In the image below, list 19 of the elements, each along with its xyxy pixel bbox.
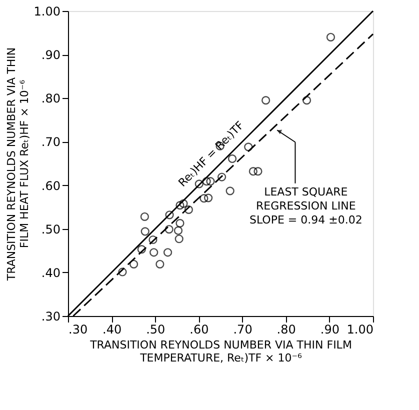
y-tick-label: .60 xyxy=(41,178,60,193)
y-tick-label: 1.00 xyxy=(34,4,60,18)
x-tick-label: .80 xyxy=(276,322,296,336)
x-tick-label: .90 xyxy=(320,322,340,336)
x-axis-title: TRANSITION REYNOLDS NUMBER VIA THIN FILM TEMPERATURE, Reₜ)TF × 10⁻⁶ xyxy=(89,338,352,364)
x-tick-label: .40 xyxy=(102,322,122,336)
x-tick-label: .60 xyxy=(190,322,209,336)
y-tick-label: .40 xyxy=(41,266,60,280)
x-tick-label: 1.00 xyxy=(346,322,374,336)
y-tick-label: .50 xyxy=(41,222,60,236)
x-tick-label: .50 xyxy=(146,322,166,336)
x-tick-label: .70 xyxy=(233,322,252,336)
y-tick-label: .30 xyxy=(41,310,60,324)
y-tick-label: .90 xyxy=(41,48,60,62)
y-axis-title: TRANSITION REYNOLDS NUMBER VIA THIN FILM HEAT FLUX Reₜ)HF × 10⁻⁶ xyxy=(4,47,31,282)
annotation: LEAST SQUARE REGRESSION LINE SLOPE = 0.94 ±0.02 xyxy=(249,185,362,226)
x-tick-label: .30 xyxy=(68,322,88,336)
y-tick-label: .70 xyxy=(41,135,60,150)
y-tick-label: .80 xyxy=(41,92,60,106)
